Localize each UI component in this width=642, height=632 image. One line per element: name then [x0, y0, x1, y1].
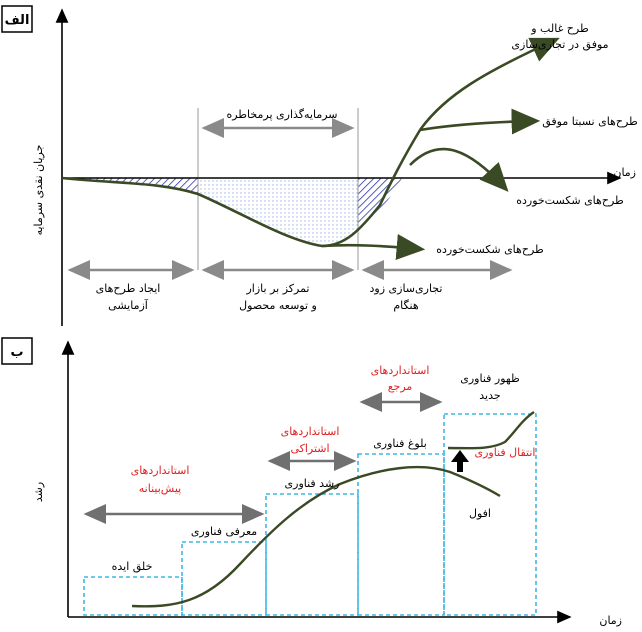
- phase-2-line1: تمرکز بر بازار: [245, 282, 309, 295]
- x-axis-label: زمان: [613, 166, 636, 179]
- stage-label-new-tech-line1: ظهور فناوری: [460, 372, 520, 385]
- label-dominant-line2: موفق در تجاری‌سازی: [511, 38, 608, 52]
- phase-1-line1: ایجاد طرح‌های: [96, 282, 161, 295]
- panel-b-technology-lifecycle-diagram: ب رشد زمان استانداردهای پیش‌بینانه استان…: [0, 332, 642, 632]
- stage-label-growth: رشد فناوری: [285, 477, 340, 490]
- curve-failed-lower: [321, 234, 426, 260]
- label-dominant-line1: طرح غالب و: [530, 22, 589, 35]
- phase-1-line2: آزمایشی: [108, 298, 149, 312]
- stage-box-intro: [181, 541, 267, 616]
- phase-3-line2: هنگام: [393, 299, 419, 312]
- stage-box-growth: [265, 493, 359, 616]
- standards-anticipatory-line1: استانداردهای: [131, 464, 190, 477]
- panel-b-tag-text: ب: [10, 345, 23, 360]
- standards-reference-line1: استانداردهای: [371, 364, 430, 377]
- technology-transfer-arrow: [451, 450, 469, 472]
- curve-failed-upper: [409, 147, 509, 192]
- stage-box-maturity: [357, 453, 445, 616]
- stage-label-idea: خلق ایده: [112, 560, 153, 574]
- y-axis-label: جریان نقدی سرمایه: [32, 145, 45, 236]
- hatched-region-experimental: [62, 178, 198, 194]
- standards-anticipatory-line2: پیش‌بینانه: [139, 482, 181, 495]
- stage-label-intro: معرفی فناوری: [191, 525, 257, 538]
- curve-relatively-successful: [419, 108, 541, 135]
- standards-participatory-line1: استانداردهای: [281, 425, 340, 438]
- stage-box-new-tech: [443, 413, 537, 616]
- panel-a-cash-flow-diagram: الف جریان نقدی سرمایه زمان سرمایه‌گذاری …: [1, 5, 638, 326]
- stage-box-idea: [83, 576, 183, 616]
- panel-a-tag: الف: [1, 5, 33, 33]
- label-failed-lower: طرح‌های شکست‌خورده: [436, 243, 544, 256]
- curve-dominant-success: [418, 37, 560, 131]
- stage-label-maturity: بلوغ فناوری: [373, 437, 427, 450]
- dotted-region-high-risk: [198, 178, 358, 246]
- technology-transfer-label: انتقال فناوری: [474, 446, 535, 459]
- stage-label-decline: افول: [469, 507, 491, 520]
- new-technology-curve: [447, 411, 535, 450]
- panel-b-tag: ب: [1, 337, 33, 365]
- standards-participatory-line2: اشتراکی: [290, 442, 329, 455]
- technology-s-curve: [131, 465, 501, 608]
- phase-2-line2: و توسعه محصول: [239, 299, 317, 312]
- stage-label-new-tech-line2: جدید: [479, 389, 500, 402]
- cash-flow-curve-main: [61, 129, 422, 248]
- phase-3-line1: تجاری‌سازی زود: [370, 282, 443, 295]
- panel-a-tag-text: الف: [5, 13, 30, 28]
- x-axis-label-b: زمان: [599, 614, 622, 627]
- label-failed-upper: طرح‌های شکست‌خورده: [516, 194, 624, 207]
- label-relatively-successful: طرح‌های نسبتا موفق: [542, 115, 638, 129]
- standards-reference-line2: مرجع: [388, 380, 413, 393]
- high-risk-label: سرمایه‌گذاری پرمخاطره: [226, 108, 337, 121]
- y-axis-label-b: رشد: [32, 482, 45, 502]
